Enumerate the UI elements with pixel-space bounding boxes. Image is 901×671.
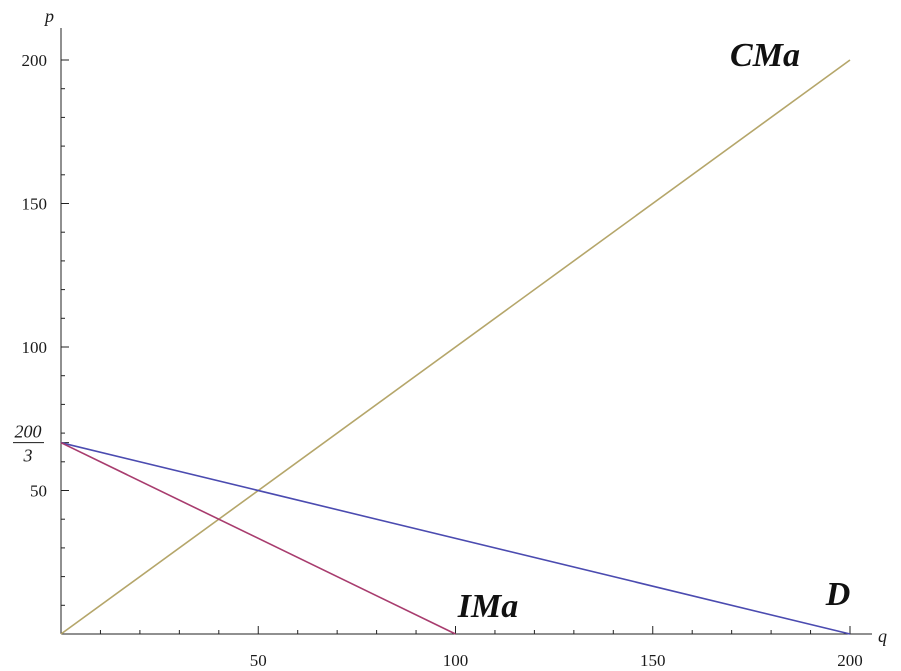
axis-ticks: 50 100 150 200 50 100 150 200 bbox=[22, 51, 863, 670]
x-tick-label: 50 bbox=[250, 651, 267, 670]
y-tick-label: 100 bbox=[22, 338, 48, 357]
y-special-tick-label: 200 3 bbox=[13, 422, 44, 466]
y-axis-label: p bbox=[43, 6, 54, 26]
series-line-ima bbox=[60, 441, 456, 635]
y-tick-label: 150 bbox=[22, 195, 48, 214]
y-tick-label: 50 bbox=[30, 482, 47, 501]
series-label-cma: CMa bbox=[730, 37, 800, 74]
x-tick-label: 150 bbox=[640, 651, 666, 670]
series-line-cma bbox=[60, 59, 851, 635]
series-label-ima: IMa bbox=[457, 588, 518, 625]
series-label-d: D bbox=[825, 576, 851, 613]
labels-layer: q p 200 3 CMa D IMa bbox=[13, 6, 887, 646]
y-tick-label: 200 bbox=[22, 51, 48, 70]
x-tick-label: 100 bbox=[443, 651, 469, 670]
fraction-numerator: 200 bbox=[15, 422, 42, 442]
series-layer bbox=[60, 59, 851, 635]
fraction-denominator: 3 bbox=[23, 446, 33, 466]
axes bbox=[60, 28, 872, 635]
x-axis-label: q bbox=[878, 626, 887, 646]
x-tick-label: 200 bbox=[837, 651, 863, 670]
series-line-d bbox=[60, 441, 851, 635]
